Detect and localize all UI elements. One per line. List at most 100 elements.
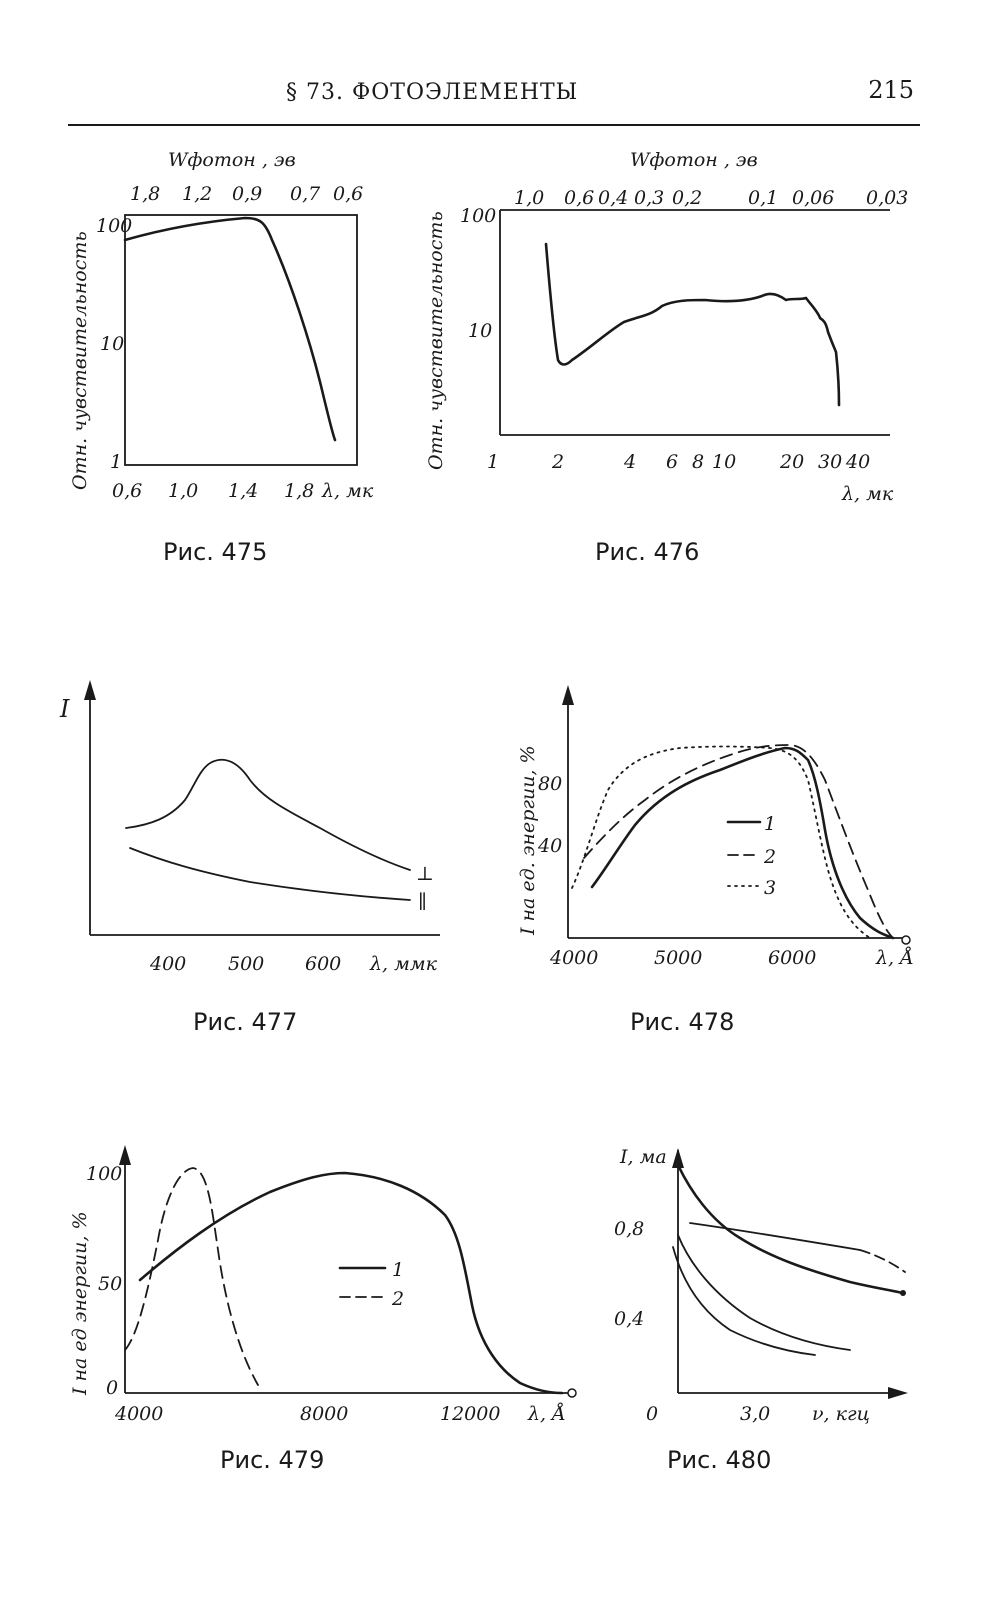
fig-477-caption: Рис. 477	[193, 1008, 297, 1036]
fig-477-label-par: ∥	[418, 891, 427, 913]
fig-478-caption: Рис. 478	[630, 1008, 734, 1036]
fig-475-y-tick: 100	[96, 215, 132, 237]
fig-476-top-axis-label: Wфотон , эв	[630, 149, 758, 171]
fig-478: 80 40 4000 5000 6000 λ, Å I на ед. энерг…	[517, 685, 914, 1036]
fig-479-y-tick: 50	[98, 1273, 122, 1295]
fig-475-top-axis-label: Wфотон , эв	[168, 149, 296, 171]
fig-478-y-tick: 80	[538, 773, 562, 795]
fig-476-caption: Рис. 476	[595, 538, 699, 566]
fig-479-y-tick: 0	[106, 1377, 118, 1399]
fig-475-y-tick: 1	[110, 451, 122, 473]
fig-475-y-tick: 10	[100, 333, 124, 355]
fig-479-axis-end-mark	[567, 1388, 577, 1398]
fig-478-y-label: I на ед. энергии, %	[517, 745, 539, 936]
fig-476-x-tick: 2	[551, 451, 564, 473]
fig-475-top-tick: 0,6	[333, 183, 363, 205]
fig-475-top-tick: 0,9	[232, 183, 262, 205]
fig-475-x-tick: 0,6	[112, 480, 142, 502]
fig-478-y-arrow	[562, 685, 574, 705]
fig-476-top-tick: 0,03	[866, 187, 908, 209]
fig-476-top-tick: 0,1	[748, 187, 778, 209]
fig-480-y-arrow	[672, 1148, 684, 1168]
fig-479-curve-2	[124, 1167, 259, 1386]
fig-476-y-label: Отн. чувствительность	[425, 211, 447, 470]
fig-479-curve-1	[138, 1171, 564, 1395]
fig-478-x-tick: 4000	[549, 947, 598, 969]
fig-480-curve-1-end	[900, 1290, 906, 1296]
fig-480: I, ма 0,8 0,4 0 3,0 ν, кгц Рис. 480	[614, 1146, 908, 1474]
fig-478-curve-3	[571, 745, 871, 939]
fig-475-x-tick: 1,0	[168, 480, 198, 502]
fig-476-x-tick: 30	[818, 451, 842, 473]
fig-475-caption: Рис. 475	[163, 538, 267, 566]
fig-478-x-tick: 5000	[654, 947, 702, 969]
fig-476-x-tick: 1	[487, 451, 499, 473]
fig-478-x-tick: 6000	[768, 947, 816, 969]
fig-479-x-tick: 12000	[440, 1403, 500, 1425]
fig-479-y-arrow	[119, 1145, 131, 1165]
fig-480-x-tick: 0	[646, 1403, 658, 1425]
fig-476-top-tick: 0,6	[564, 187, 594, 209]
fig-479: 100 50 0 4000 8000 12000 λ, Å I на ед эн…	[69, 1145, 577, 1474]
fig-480-y-tick: 0,8	[614, 1218, 644, 1240]
fig-479-y-tick: 100	[86, 1163, 122, 1185]
fig-480-curve-3	[677, 1234, 851, 1351]
fig-476-x-label: λ, мк	[841, 483, 894, 505]
fig-477-x-tick: 400	[149, 953, 186, 975]
fig-476-y-tick: 10	[468, 320, 492, 342]
fig-480-curve-4	[672, 1246, 816, 1356]
fig-476-x-tick: 8	[692, 451, 704, 473]
fig-480-x-label: ν, кгц	[812, 1403, 870, 1425]
fig-476-y-tick: 100	[460, 205, 496, 227]
fig-475-x-label: λ, мк	[321, 480, 374, 502]
fig-476-x-tick: 40	[845, 451, 870, 473]
fig-480-curve-2-dashed	[859, 1249, 906, 1273]
fig-476-x-tick: 10	[712, 451, 736, 473]
fig-475-top-tick: 0,7	[290, 183, 321, 205]
page-number: 215	[868, 76, 914, 104]
fig-476-x-tick: 4	[623, 451, 636, 473]
fig-476-top-tick: 0,06	[792, 187, 834, 209]
fig-480-x-tick: 3,0	[740, 1403, 770, 1425]
fig-478-axis-end-mark	[901, 935, 911, 945]
fig-477-label-perp: ⊥	[416, 863, 434, 885]
fig-475: Wфотон , эв 1,8 1,2 0,9 0,7 0,6 100 10 1…	[69, 149, 374, 566]
fig-478-curve-2	[583, 744, 894, 939]
fig-475-top-tick: 1,8	[130, 183, 160, 205]
fig-478-x-label: λ, Å	[875, 947, 914, 969]
fig-476-curve	[544, 242, 841, 407]
fig-475-x-tick: 1,8	[284, 480, 314, 502]
fig-477-y-arrow	[84, 680, 96, 700]
fig-475-x-tick: 1,4	[228, 480, 258, 502]
fig-476-x-tick: 6	[666, 451, 678, 473]
fig-477-y-label: I	[59, 695, 70, 723]
fig-478-legend-1: 1	[764, 813, 776, 835]
fig-479-legend-1: 1	[392, 1259, 404, 1281]
fig-475-y-label: Отн. чувствительность	[69, 231, 91, 490]
fig-479-x-label: λ, Å	[527, 1403, 566, 1425]
fig-480-y-label: I, ма	[619, 1146, 667, 1168]
fig-478-curve-1	[590, 746, 895, 940]
fig-480-y-tick: 0,4	[614, 1308, 644, 1330]
fig-479-legend-2: 2	[391, 1288, 404, 1310]
fig-477-curve-perp	[125, 758, 411, 871]
fig-479-caption: Рис. 479	[220, 1446, 324, 1474]
fig-477-curve-par	[129, 847, 411, 901]
fig-476-top-tick: 0,4	[598, 187, 628, 209]
fig-476-x-tick: 20	[779, 451, 804, 473]
fig-479-x-tick: 4000	[114, 1403, 163, 1425]
fig-479-y-label: I на ед энергии, %	[69, 1211, 91, 1396]
fig-480-caption: Рис. 480	[667, 1446, 771, 1474]
fig-476-top-tick: 0,2	[672, 187, 702, 209]
fig-480-curve-2	[689, 1222, 861, 1251]
fig-475-curve	[123, 216, 337, 442]
fig-477: I 400 500 600 λ, ммк ⊥ ∥ Рис. 477	[59, 680, 440, 1036]
fig-478-y-tick: 40	[537, 835, 562, 857]
fig-478-legend-2: 2	[763, 846, 776, 868]
section-title: § 73. ФОТОЭЛЕМЕНТЫ	[286, 80, 579, 105]
fig-479-x-tick: 8000	[300, 1403, 348, 1425]
fig-476: Wфотон , эв 1,0 0,6 0,4 0,3 0,2 0,1 0,06…	[425, 149, 908, 566]
fig-476-top-tick: 1,0	[514, 187, 544, 209]
fig-476-top-tick: 0,3	[634, 187, 664, 209]
